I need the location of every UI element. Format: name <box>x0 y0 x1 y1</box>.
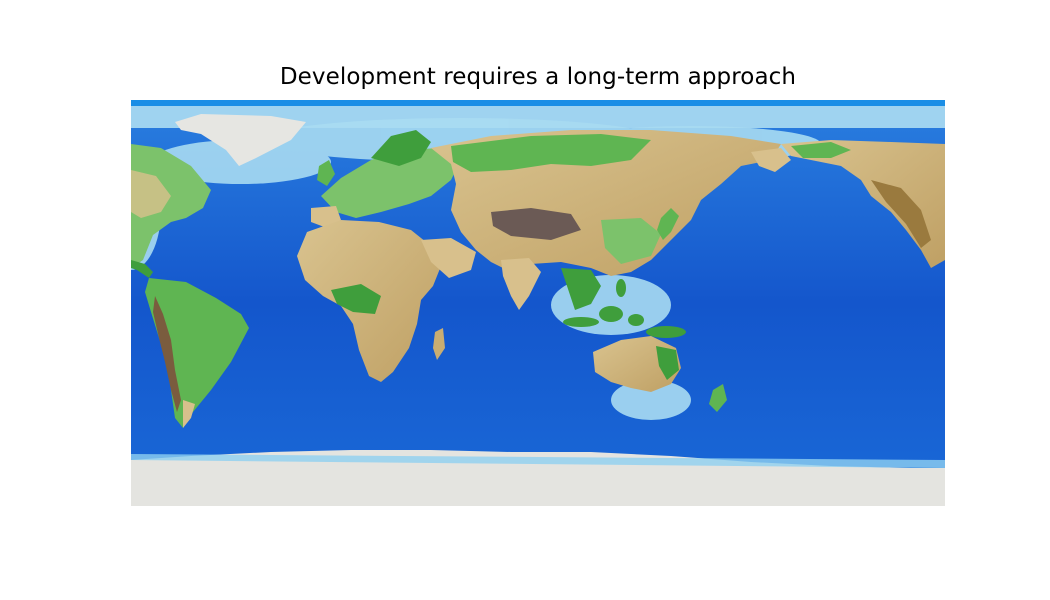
southeast-asia <box>561 268 601 310</box>
china-east-green <box>601 218 661 264</box>
madagascar <box>433 328 445 360</box>
rocky-mountains <box>871 180 931 248</box>
scandinavia <box>371 130 431 166</box>
greenland <box>175 114 306 166</box>
maritime-southeast-asia <box>563 279 686 338</box>
europe <box>321 148 461 218</box>
siberia-green <box>451 134 651 172</box>
north-america-west <box>781 140 945 268</box>
australia-east-green <box>656 346 679 380</box>
tibetan-plateau <box>491 208 581 240</box>
patagonia <box>183 400 195 428</box>
north-america-east-highland <box>131 170 171 218</box>
alaska-green <box>791 142 851 158</box>
british-isles <box>317 160 335 186</box>
kamchatka <box>751 148 791 172</box>
arabia <box>421 238 476 278</box>
antarctic-shelf <box>131 454 945 468</box>
south-america <box>145 278 249 428</box>
world-relief-map <box>131 100 945 506</box>
africa-rainforest <box>331 284 381 314</box>
new-zealand <box>709 384 727 412</box>
andes <box>153 296 181 412</box>
arctic-shelf <box>131 100 945 106</box>
iberia <box>311 206 341 228</box>
figure-title: Development requires a long-term approac… <box>279 64 797 90</box>
japan <box>657 208 679 240</box>
india <box>501 258 541 310</box>
central-america <box>131 260 153 278</box>
